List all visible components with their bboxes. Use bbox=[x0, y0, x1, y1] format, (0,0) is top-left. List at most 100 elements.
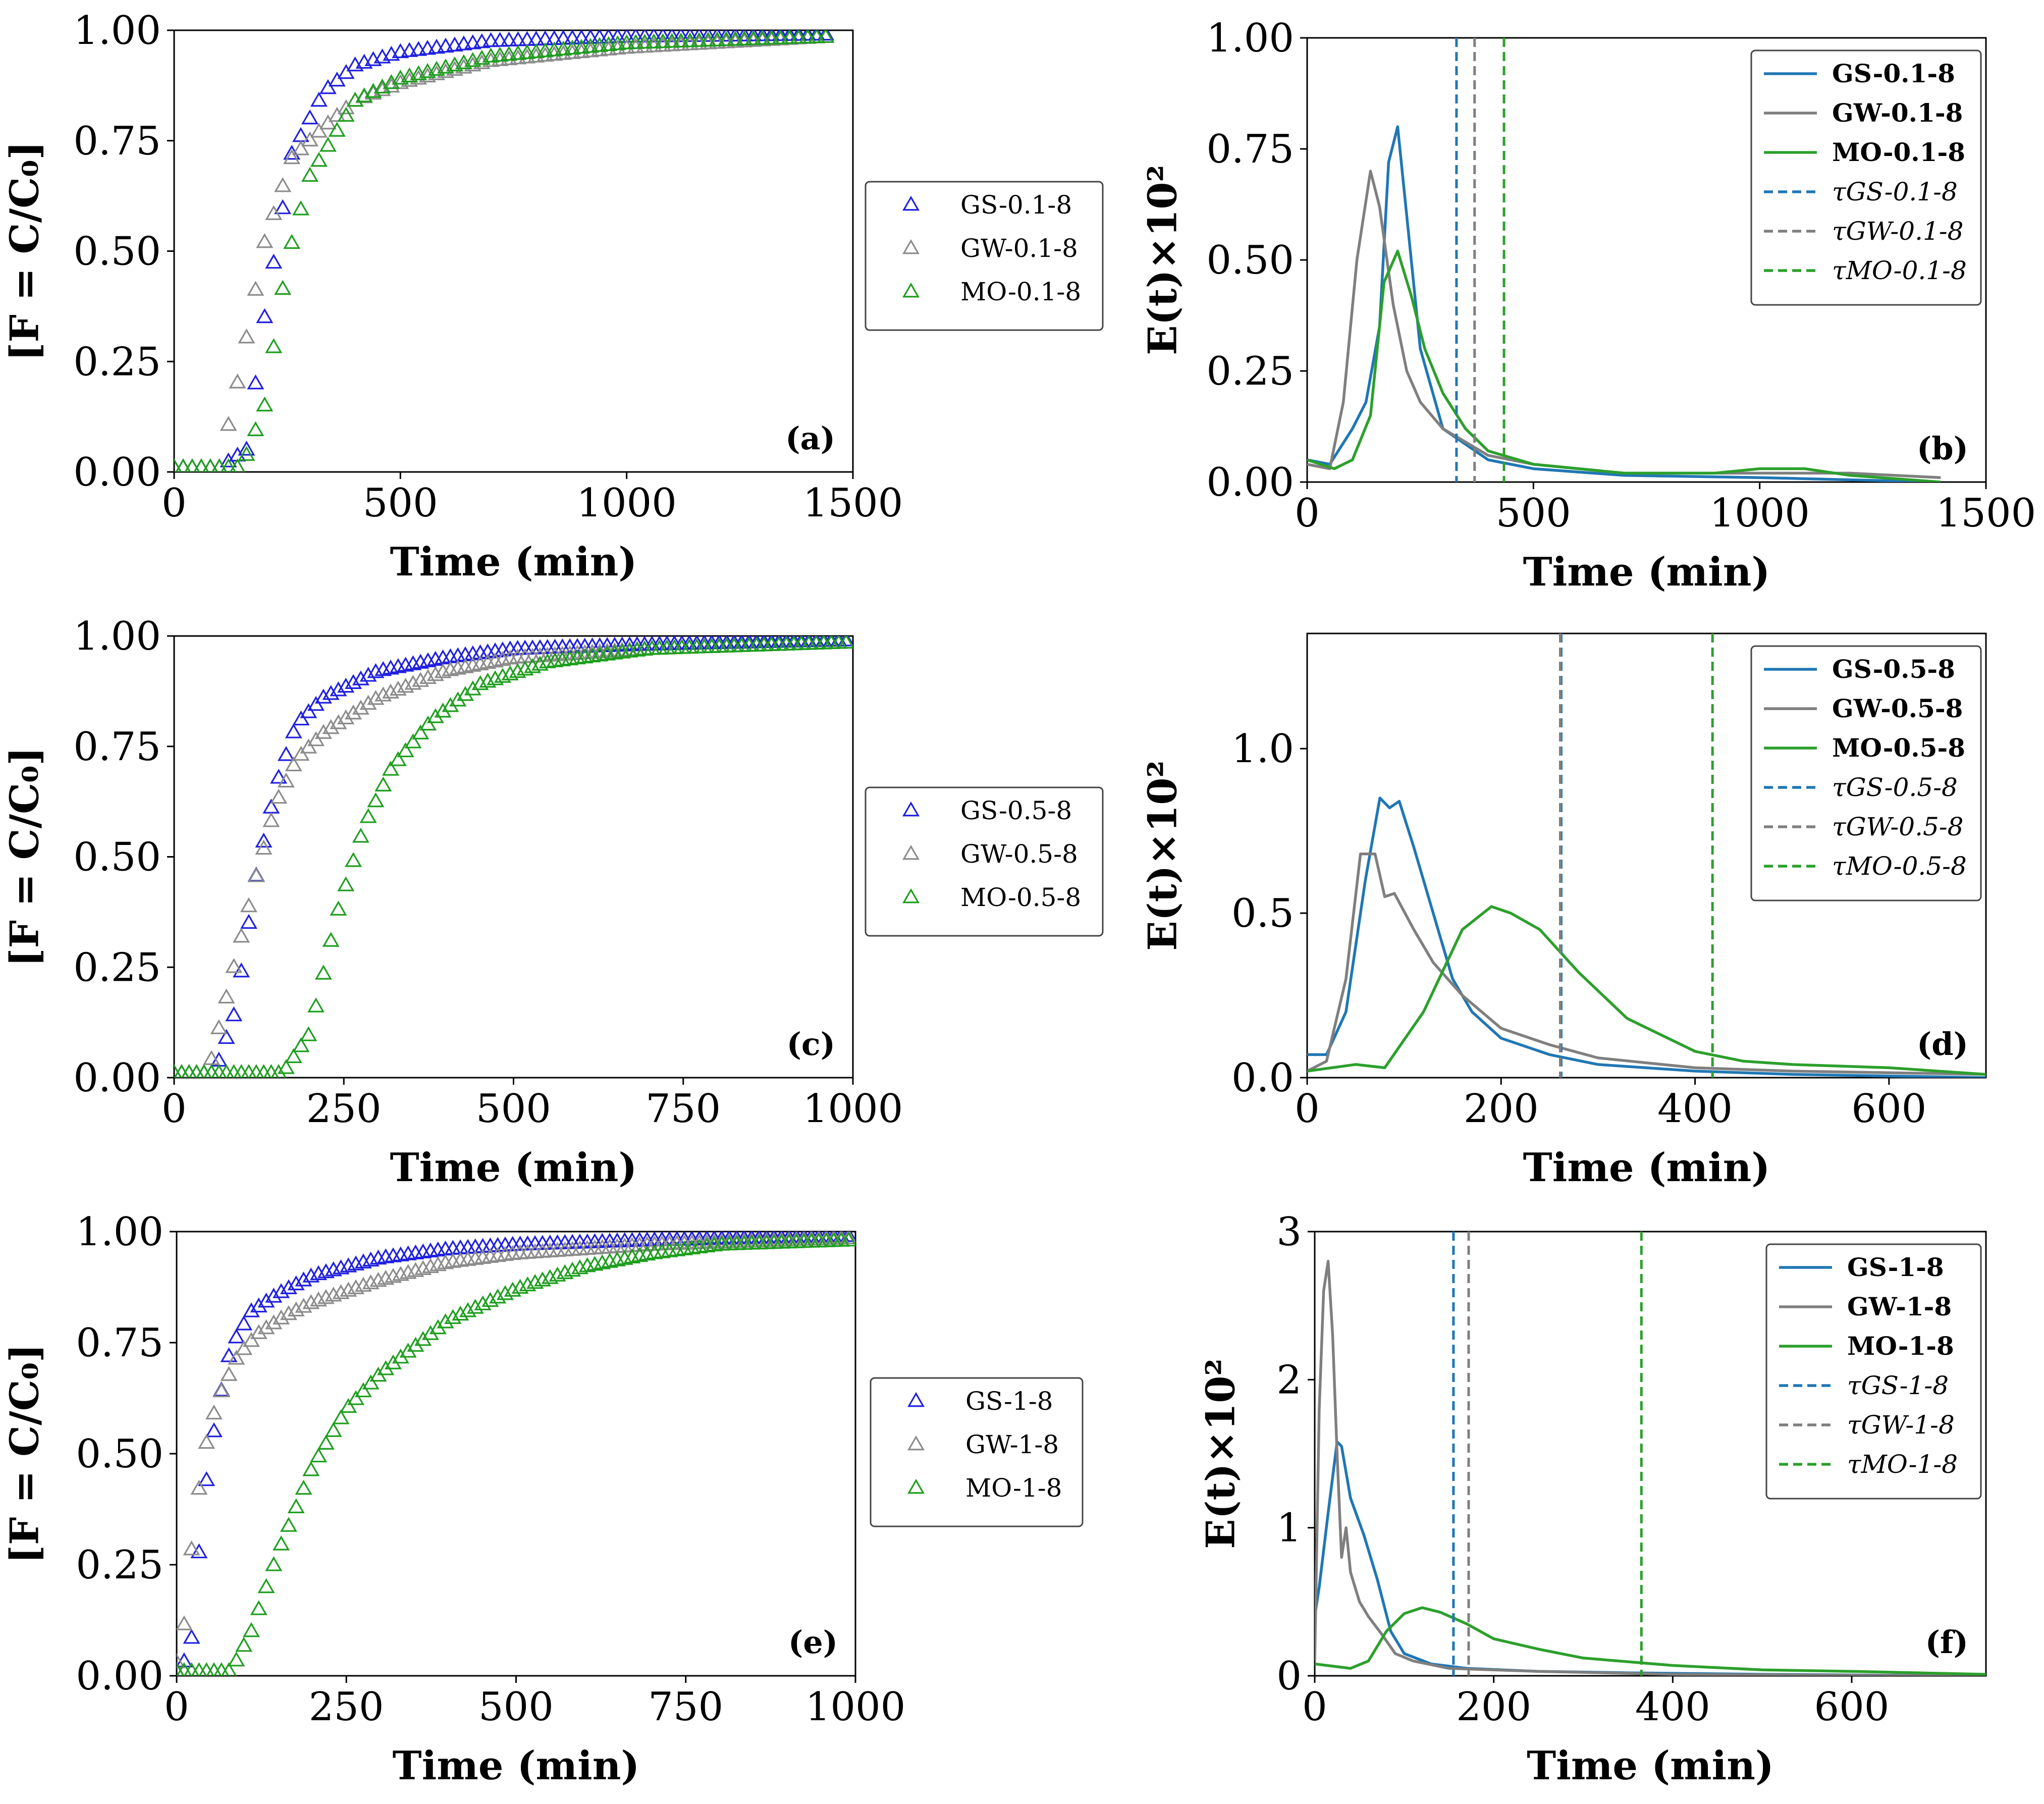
data-point bbox=[681, 30, 699, 42]
data-point bbox=[247, 374, 264, 390]
data-point bbox=[772, 30, 789, 44]
x-axis-label: Time (min) bbox=[1523, 549, 1770, 595]
x-tick-label: 0 bbox=[164, 1684, 189, 1730]
data-point bbox=[489, 1288, 507, 1304]
legend-label: τGW-0.5-8 bbox=[1832, 812, 1963, 841]
data-point bbox=[277, 1059, 295, 1074]
data-point bbox=[744, 30, 762, 41]
legend-marker bbox=[902, 844, 920, 860]
data-point bbox=[781, 30, 798, 44]
x-tick-label: 1000 bbox=[803, 1086, 903, 1132]
legend-box bbox=[870, 1377, 1084, 1527]
y-tick-label: 1.0 bbox=[1231, 726, 1294, 772]
y-tick-label: 0.25 bbox=[73, 339, 161, 385]
data-point bbox=[330, 681, 347, 697]
x-tick-label: 600 bbox=[1851, 1086, 1926, 1132]
legend-label: GW-1-8 bbox=[965, 1430, 1059, 1459]
data-point bbox=[300, 1026, 317, 1041]
series-GW-1-8 bbox=[177, 1232, 855, 1668]
data-point bbox=[590, 37, 608, 52]
legend-label: GS-0.5-8 bbox=[960, 796, 1072, 825]
data-point bbox=[837, 636, 853, 647]
series-MO-1-8 bbox=[177, 1232, 855, 1676]
data-point bbox=[256, 396, 274, 412]
legend-box bbox=[865, 181, 1104, 331]
x-axis-label: Time (min) bbox=[1527, 1743, 1774, 1789]
data-point bbox=[328, 122, 346, 137]
axes-frame bbox=[173, 635, 854, 1079]
data-point bbox=[280, 1517, 297, 1532]
data-point bbox=[295, 1479, 312, 1495]
data-point bbox=[332, 1284, 350, 1299]
series-line-GS-0.1-8 bbox=[1307, 125, 1941, 482]
data-point bbox=[328, 71, 346, 87]
plot-area bbox=[174, 30, 835, 472]
data-point bbox=[496, 1285, 514, 1300]
legend-label: τGW-1-8 bbox=[1847, 1410, 1955, 1440]
y-tick-label: 0.75 bbox=[76, 1320, 164, 1366]
x-tick-label: 750 bbox=[646, 1086, 721, 1132]
legend-label: τMO-0.5-8 bbox=[1832, 852, 1967, 881]
legend-label: GW-0.5-8 bbox=[1832, 694, 1963, 723]
y-tick-label: 0.5 bbox=[1231, 891, 1294, 936]
legend-label: GW-0.1-8 bbox=[1832, 98, 1963, 128]
series-line-GW-1-8 bbox=[1315, 1259, 1986, 1676]
series-line-MO-1-8 bbox=[1315, 1606, 1986, 1676]
data-point bbox=[248, 1064, 264, 1078]
data-point bbox=[487, 670, 504, 685]
data-point bbox=[210, 1019, 228, 1034]
data-point bbox=[651, 640, 668, 655]
data-point bbox=[491, 46, 509, 62]
data-point bbox=[410, 41, 427, 56]
series-GS-1-8 bbox=[177, 1232, 855, 1676]
data-point bbox=[419, 669, 437, 684]
data-point bbox=[250, 1600, 267, 1615]
data-point bbox=[404, 733, 422, 749]
data-point bbox=[317, 1435, 335, 1450]
panel-letter: (c) bbox=[787, 1026, 835, 1063]
y-tick-label: 0.50 bbox=[73, 835, 161, 880]
data-point bbox=[337, 107, 355, 122]
data-point bbox=[618, 34, 635, 49]
data-point bbox=[255, 832, 273, 848]
data-point bbox=[555, 40, 572, 56]
data-point bbox=[359, 808, 377, 823]
legend-label: τGW-0.1-8 bbox=[1832, 217, 1963, 246]
data-point bbox=[426, 666, 444, 681]
data-point bbox=[666, 639, 683, 654]
panel-c: 0 250 500 750 1000 0.00 0.25 0.50 0.75 1.00 Time (… bbox=[2, 614, 1104, 1191]
data-point bbox=[345, 674, 362, 689]
data-point bbox=[763, 30, 780, 45]
legend-label: GW-1-8 bbox=[1847, 1292, 1952, 1321]
y-tick-label: 0.00 bbox=[76, 1654, 164, 1699]
x-tick-label: 0 bbox=[1295, 1086, 1320, 1132]
data-point bbox=[175, 458, 191, 472]
data-point bbox=[188, 1064, 204, 1078]
plot-area bbox=[177, 1232, 855, 1676]
panel-e: 0 250 500 750 1000 0.00 0.25 0.50 0.75 1.00 Time (… bbox=[2, 1209, 1084, 1789]
data-point bbox=[238, 328, 255, 344]
data-point bbox=[205, 1422, 223, 1438]
data-point bbox=[840, 1232, 855, 1247]
data-point bbox=[235, 1315, 253, 1331]
y-tick-label: 2 bbox=[1276, 1357, 1302, 1403]
data-point bbox=[247, 867, 265, 882]
x-tick-label: 1000 bbox=[805, 1684, 906, 1730]
data-point bbox=[265, 1314, 283, 1330]
x-tick-label: 750 bbox=[648, 1684, 723, 1730]
data-point bbox=[229, 374, 246, 389]
data-point bbox=[191, 1662, 207, 1676]
data-point bbox=[292, 200, 310, 216]
data-point bbox=[690, 32, 708, 47]
data-point bbox=[645, 33, 663, 48]
data-point bbox=[256, 308, 274, 324]
data-point bbox=[444, 1309, 462, 1324]
data-point bbox=[307, 731, 325, 747]
data-point bbox=[287, 1498, 305, 1514]
y-tick-label: 0.75 bbox=[73, 724, 161, 770]
series-GS-0.1-8 bbox=[174, 30, 835, 472]
y-tick-label: 0.25 bbox=[73, 945, 161, 990]
data-point bbox=[663, 30, 681, 42]
data-point bbox=[228, 1328, 245, 1344]
